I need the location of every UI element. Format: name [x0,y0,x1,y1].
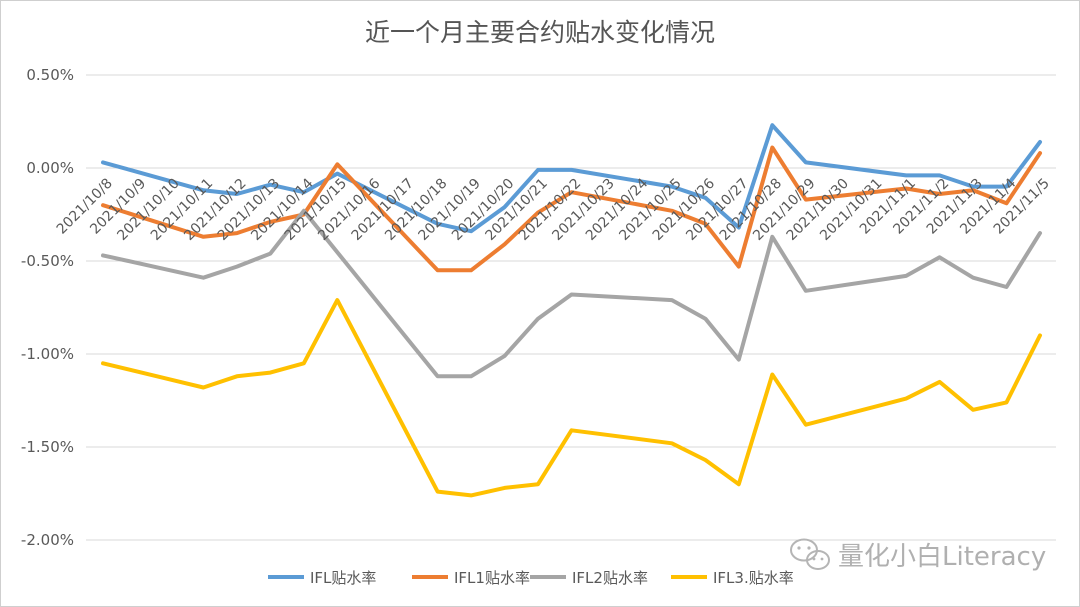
y-tick-label: -2.00% [21,531,74,549]
series-line [101,208,1042,379]
watermark-text: 量化小白Literacy [838,542,1046,572]
wechat-icon [790,538,830,570]
watermark: 量化小白Literacy [790,538,1046,572]
x-axis-ticks: 2021/10/82021/10/92021/10/102021/10/1120… [54,175,1053,243]
y-tick-label: -1.00% [21,345,74,363]
series-lines [101,123,1042,498]
legend-label: IFL贴水率 [310,569,376,587]
series-line [101,123,1042,234]
gridlines [86,74,1056,541]
legend-label: IFL2贴水率 [572,569,648,587]
series-line [101,298,1042,498]
legend-label: IFL1贴水率 [454,569,530,587]
legend: IFL贴水率 IFL1贴水率 IFL2贴水率 IFL3.贴水率 [268,569,794,587]
chart-title: 近一个月主要合约贴水变化情况 [365,18,715,47]
y-tick-label: 0.50% [26,66,74,84]
legend-label: IFL3.贴水率 [713,569,794,587]
y-tick-label: -0.50% [21,252,74,270]
y-tick-label: -1.50% [21,438,74,456]
y-tick-label: 0.00% [26,159,74,177]
series-line [101,145,1042,273]
y-axis-ticks: 0.50% 0.00% -0.50% -1.00% -1.50% -2.00% [21,66,74,549]
